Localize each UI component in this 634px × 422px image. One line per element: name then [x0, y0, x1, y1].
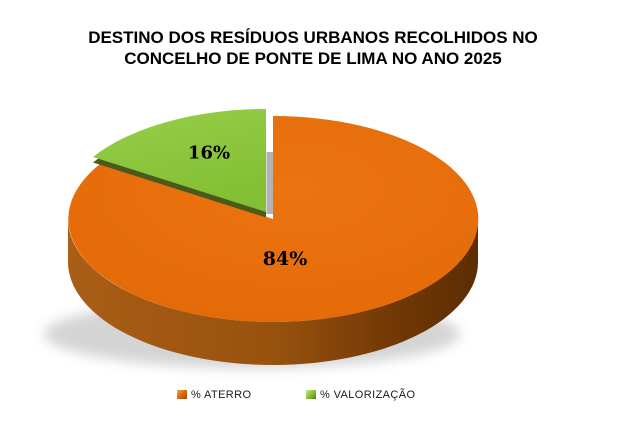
legend-item-valorizacao[interactable]: % VALORIZAÇÃO: [306, 388, 415, 401]
data-label-valorizacao: 16%: [187, 142, 231, 164]
legend-label-valorizacao: % VALORIZAÇÃO: [320, 388, 416, 401]
pie-slice-aterro[interactable]: [68, 115, 479, 322]
legend-key-aterro-icon: [177, 390, 187, 399]
legend-label-aterro: % ATERRO: [191, 388, 252, 401]
pie-side-aterro: [68, 219, 478, 365]
pie-cut-face: [266, 152, 274, 214]
legend-item-aterro[interactable]: % ATERRO: [177, 388, 251, 401]
legend-key-valorizacao-icon: [306, 390, 316, 399]
data-label-aterro: 84%: [262, 248, 308, 270]
chart-title: DESTINO DOS RESÍDUOS URBANOS RECOLHIDOS …: [88, 28, 538, 68]
pie-slice-valorizacao[interactable]: [93, 109, 266, 212]
